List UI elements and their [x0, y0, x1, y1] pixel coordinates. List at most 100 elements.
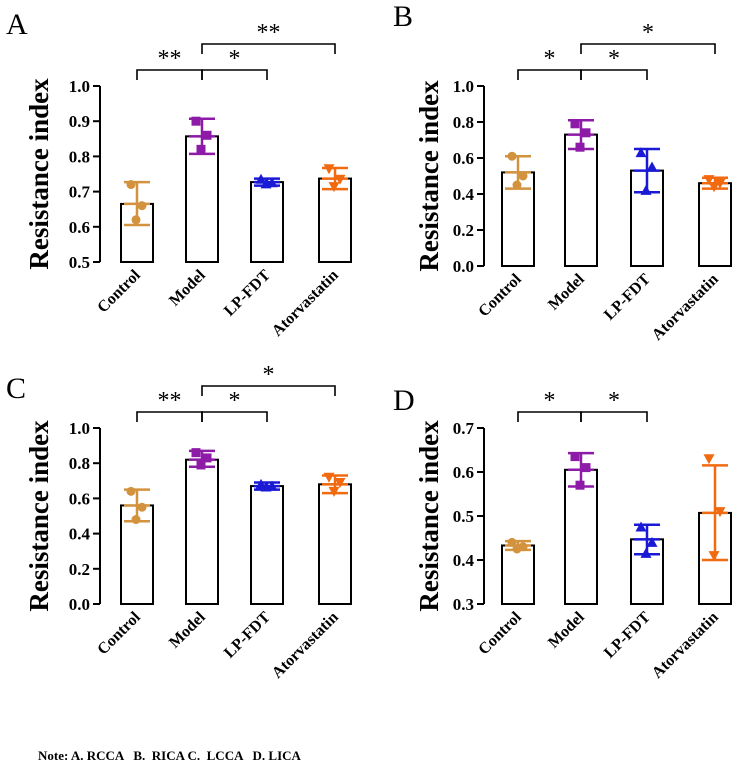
significance-bracket: [580, 411, 648, 422]
significance-label: *: [229, 388, 241, 414]
y-tick-label: 0.4: [453, 185, 475, 204]
data-point: [260, 481, 272, 492]
data-point: [703, 175, 715, 186]
x-tick-label: Model: [166, 608, 209, 651]
y-tick-label: 0.4: [69, 525, 91, 544]
panel-a-letter: A: [6, 8, 28, 41]
significance-label: *: [544, 46, 556, 72]
x-tick-label: Model: [545, 270, 588, 313]
data-point: [640, 184, 652, 195]
data-point: [512, 544, 522, 554]
bar: [564, 468, 598, 605]
data-point: [334, 174, 346, 185]
data-point: [196, 460, 206, 470]
y-tick-label: 0.6: [453, 463, 474, 482]
data-point: [714, 507, 726, 518]
data-point: [328, 486, 340, 497]
data-point: [323, 472, 335, 483]
data-point: [255, 173, 267, 184]
x-tick-label: LP-FDT: [601, 609, 654, 662]
y-axis-title: Resistance index: [24, 420, 54, 612]
y-tick-label: 0.4: [453, 551, 475, 570]
y-tick-label: 0.5: [453, 507, 474, 526]
significance-bracket: [201, 43, 336, 54]
data-point: [323, 164, 335, 175]
data-point: [703, 454, 715, 465]
y-axis-title: Resistance index: [24, 78, 54, 270]
y-tick-label: 0.3: [453, 595, 474, 614]
bar: [698, 182, 732, 267]
data-point: [126, 486, 136, 496]
data-point: [137, 502, 147, 512]
significance-bracket: [201, 69, 268, 80]
x-tick-label: Model: [545, 608, 588, 651]
data-point: [507, 151, 517, 161]
x-tick-label: LP-FDT: [221, 609, 274, 662]
data-point: [708, 182, 720, 193]
significance-bracket: [580, 43, 716, 54]
y-tick-label: 0.2: [453, 221, 474, 240]
bar: [501, 544, 535, 605]
data-point: [137, 201, 147, 211]
significance-label: **: [158, 46, 182, 72]
data-point: [131, 215, 141, 225]
data-point: [328, 182, 340, 193]
significance-label: **: [158, 388, 182, 414]
x-tick-label: Atorvastatin: [269, 609, 342, 682]
data-point: [191, 448, 201, 458]
data-point: [575, 480, 585, 490]
x-tick-label: LP-FDT: [601, 271, 654, 324]
y-tick-label: 0.8: [453, 113, 474, 132]
data-point: [126, 180, 136, 190]
bar: [318, 177, 352, 264]
data-point: [581, 463, 591, 473]
panel-a-plot: 0.5 0.6 0.7 0.8 0.9 1.0 Resistance index Contro…: [24, 20, 352, 340]
bar: [185, 458, 219, 605]
panel-d: D 0.3 0.4 0.5 0.6 0.7 Resistance index Control…: [393, 384, 732, 682]
significance-bracket: [580, 69, 648, 80]
significance-label: *: [229, 46, 241, 72]
significance-label: *: [263, 362, 275, 388]
significance-label: *: [608, 46, 620, 72]
x-tick-label: Control: [94, 608, 144, 658]
panel-a: A 0.5 0.6 0.7 0.8 0.9 1.0 Resistance index Cont…: [6, 8, 352, 340]
y-tick-label: 0.7: [453, 419, 475, 438]
data-point: [635, 521, 647, 532]
y-tick-label: 1.0: [69, 419, 90, 438]
data-point: [196, 144, 206, 154]
panel-b: B 0.0 0.2 0.4 0.6 0.8 1.0 Resistance index Cont…: [393, 0, 732, 344]
data-point: [646, 161, 658, 172]
x-tick-label: Control: [94, 266, 144, 316]
y-tick-label: 0.9: [69, 112, 90, 131]
data-point: [518, 171, 528, 181]
panel-b-plot: 0.0 0.2 0.4 0.6 0.8 1.0 Resistance index Contro…: [414, 20, 732, 344]
y-tick-label: 0.6: [69, 489, 90, 508]
data-point: [191, 116, 201, 126]
y-tick-label: 0.6: [453, 149, 474, 168]
panel-d-letter: D: [393, 384, 415, 417]
significance-label: *: [642, 20, 654, 46]
data-point: [708, 551, 720, 562]
significance-label: **: [257, 20, 281, 46]
x-tick-label: Atorvastatin: [269, 267, 342, 340]
y-tick-label: 0.0: [69, 595, 90, 614]
bar: [630, 538, 664, 606]
x-tick-label: Atorvastatin: [649, 271, 722, 344]
panel-c-letter: C: [6, 372, 26, 405]
data-point: [635, 147, 647, 158]
y-tick-label: 0.2: [69, 560, 90, 579]
x-tick-label: Control: [475, 608, 525, 658]
x-tick-label: LP-FDT: [221, 267, 274, 320]
data-point: [570, 119, 580, 129]
data-point: [640, 547, 652, 558]
significance-label: *: [608, 388, 620, 414]
y-tick-label: 1.0: [69, 77, 90, 96]
data-point: [260, 178, 272, 189]
bar: [318, 483, 352, 606]
y-tick-label: 0.8: [69, 147, 90, 166]
panel-c-plot: 0.0 0.2 0.4 0.6 0.8 1.0 Resistance index Contro…: [24, 362, 352, 682]
data-point: [507, 537, 517, 547]
bar: [250, 485, 284, 605]
y-tick-label: 0.7: [69, 183, 91, 202]
